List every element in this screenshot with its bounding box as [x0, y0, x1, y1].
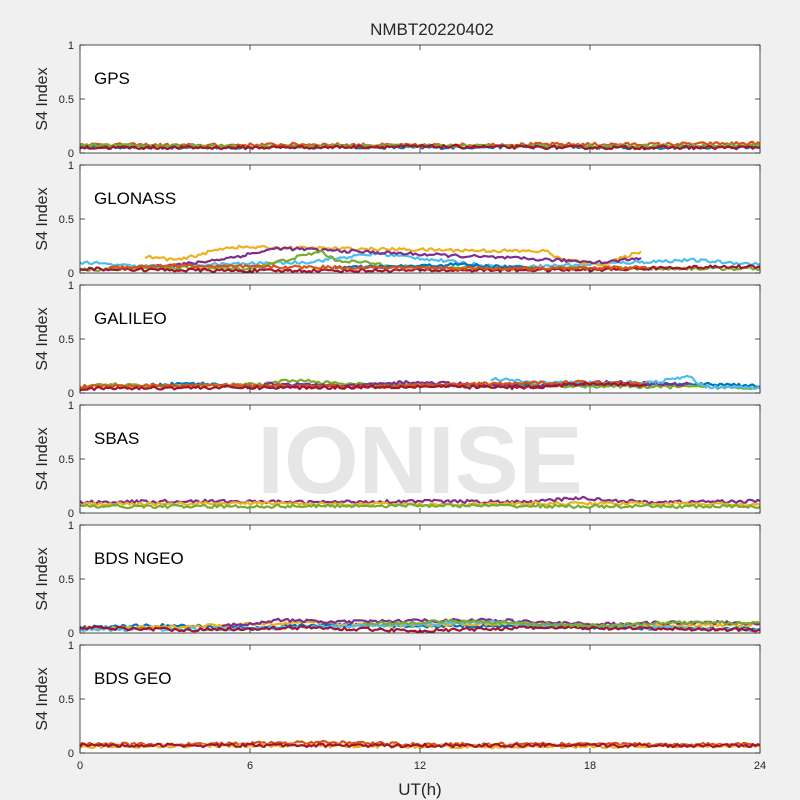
- plot-area: [80, 405, 760, 513]
- panel-label: BDS GEO: [94, 669, 171, 688]
- y-tick-label: 0: [68, 148, 74, 160]
- y-axis-label: S4 Index: [34, 427, 51, 490]
- panels-group: 0 0.5 1 S4 Index GPS 0 0.5 1 S4 Index GLONASS 0 0.5…: [34, 40, 766, 772]
- series-line: [363, 618, 761, 628]
- x-tick-label: 24: [754, 760, 766, 772]
- panel-label: GLONASS: [94, 189, 176, 208]
- series-line: [150, 246, 642, 269]
- series-line: [79, 381, 647, 392]
- series-line: [79, 143, 760, 151]
- panel-bds-geo: 0 0.5 1 S4 Index BDS GEO: [34, 640, 761, 760]
- y-tick-label: 1: [68, 280, 74, 292]
- panel-label: SBAS: [94, 429, 139, 448]
- plot-area: [80, 645, 760, 753]
- x-tick-label: 18: [584, 760, 596, 772]
- y-tick-label: 0: [68, 748, 74, 760]
- y-tick-label: 1: [68, 40, 74, 52]
- y-tick-label: 1: [68, 400, 74, 412]
- y-tick-label: 0: [68, 508, 74, 520]
- x-axis-label: UT(h): [398, 780, 441, 799]
- y-axis-label: S4 Index: [34, 667, 51, 730]
- series-line: [79, 502, 761, 510]
- series-line: [79, 742, 761, 749]
- series-line: [144, 244, 642, 267]
- y-tick-label: 0.5: [59, 454, 74, 466]
- watermark: IONISE: [257, 407, 582, 514]
- x-tick-label: 6: [247, 760, 253, 772]
- panel-label: BDS NGEO: [94, 549, 184, 568]
- panel-label: GPS: [94, 69, 130, 88]
- panel-glonass: 0 0.5 1 S4 Index GLONASS: [34, 160, 761, 280]
- panel-label: GALILEO: [94, 309, 167, 328]
- y-axis-label: S4 Index: [34, 187, 51, 250]
- panel-gps: 0 0.5 1 S4 Index GPS: [34, 40, 761, 160]
- y-tick-label: 0.5: [59, 574, 74, 586]
- y-tick-label: 0: [68, 268, 74, 280]
- y-tick-label: 0: [68, 388, 74, 400]
- y-tick-label: 0.5: [59, 94, 74, 106]
- y-tick-label: 0: [68, 628, 74, 640]
- y-tick-label: 0.5: [59, 694, 74, 706]
- plot-area: [80, 45, 760, 153]
- panel-galileo: 0 0.5 1 S4 Index GALILEO: [34, 280, 761, 400]
- x-tick-label: 0: [77, 760, 83, 772]
- series-line: [221, 617, 761, 628]
- series-line: [107, 263, 648, 272]
- series-line: [79, 495, 761, 505]
- y-tick-label: 1: [68, 160, 74, 172]
- y-tick-label: 1: [68, 520, 74, 532]
- x-tick-label: 12: [414, 760, 426, 772]
- y-tick-label: 1: [68, 640, 74, 652]
- plot-area: [80, 525, 760, 633]
- y-axis-label: S4 Index: [34, 307, 51, 370]
- plot-area: [80, 285, 760, 393]
- y-tick-label: 0.5: [59, 214, 74, 226]
- figure-title: NMBT20220402: [370, 20, 494, 39]
- y-tick-label: 0.5: [59, 334, 74, 346]
- y-axis-label: S4 Index: [34, 67, 51, 130]
- y-axis-label: S4 Index: [34, 547, 51, 610]
- panel-sbas: IONISE 0 0.5 1 S4 Index SBAS: [34, 400, 761, 520]
- plot-area: [80, 165, 760, 273]
- panel-bds-ngeo: 0 0.5 1 S4 Index BDS NGEO: [34, 520, 761, 640]
